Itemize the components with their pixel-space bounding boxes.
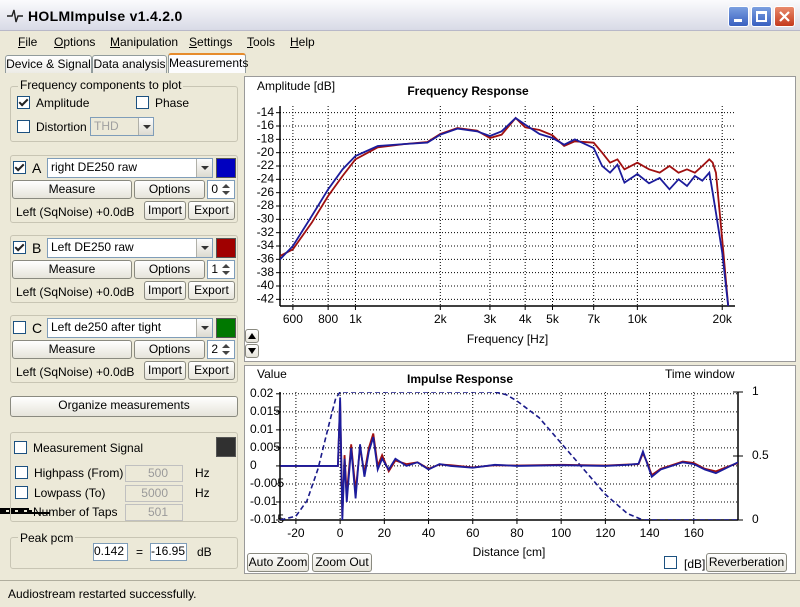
checkbox[interactable]: [664, 556, 677, 569]
measurement-panel: [10, 235, 238, 303]
close-icon: [779, 11, 790, 22]
import-button[interactable]: Import: [144, 361, 186, 380]
unit-label: Hz: [195, 486, 210, 500]
line-sample: [0, 512, 50, 514]
menu-item[interactable]: Options: [54, 35, 96, 49]
checkbox-label: Amplitude: [36, 96, 90, 110]
measurement-panel: [10, 315, 238, 383]
checkbox[interactable]: [17, 120, 30, 133]
import-button[interactable]: Import: [144, 281, 186, 300]
color-swatch[interactable]: [216, 158, 236, 178]
group-title: Peak pcm: [18, 531, 76, 545]
options-button[interactable]: Options: [134, 260, 205, 279]
frequency-panel: [244, 76, 796, 362]
checkbox[interactable]: [14, 441, 27, 454]
zoom-out-button[interactable]: Zoom Out: [312, 553, 372, 572]
checkbox-label: Distortion: [36, 120, 87, 134]
organize-button[interactable]: Organize measurements: [10, 396, 238, 417]
measure-button[interactable]: Measure: [12, 180, 132, 199]
measurement-panel: [10, 155, 238, 223]
app-icon: [7, 9, 23, 23]
field-label: Number of Taps: [33, 505, 118, 519]
value-field: 500: [125, 465, 183, 482]
checkbox-label: Phase: [155, 96, 190, 110]
peak-db: -16.95: [150, 543, 187, 561]
checkbox-label: Highpass (From): [34, 466, 124, 480]
measurement-combo[interactable]: Left de250 after tight: [47, 318, 213, 338]
scroll-down-button[interactable]: [245, 344, 259, 358]
checkbox[interactable]: [13, 321, 26, 334]
checkbox-label: Lowpass (To): [34, 486, 106, 500]
checkbox[interactable]: [15, 466, 28, 479]
menu-item[interactable]: Manipulation: [110, 35, 179, 49]
import-button[interactable]: Import: [144, 201, 186, 220]
window-title: HOLMImpulse v1.4.2.0: [28, 8, 183, 24]
measurement-info: Left (SqNoise) +0.0dB: [16, 365, 135, 379]
maximize-button[interactable]: [751, 6, 772, 27]
tab[interactable]: Device & Signal: [5, 55, 92, 73]
status-text: Audiostream restarted successfully.: [8, 587, 197, 601]
status-bar: [0, 580, 800, 607]
index-spin[interactable]: 1: [207, 260, 235, 279]
menu-item[interactable]: File: [18, 35, 38, 49]
menu-item[interactable]: Settings: [189, 35, 233, 49]
tab[interactable]: Data analysis: [92, 55, 167, 73]
peak-panel: [10, 537, 238, 569]
index-spin[interactable]: 2: [207, 340, 235, 359]
measurement-info: Left (SqNoise) +0.0dB: [16, 205, 135, 219]
index-spin[interactable]: 0: [207, 180, 235, 199]
export-button[interactable]: Export: [188, 201, 235, 220]
unit-label: Hz: [195, 466, 210, 480]
combo-arrow: [138, 118, 153, 135]
minimize-button[interactable]: [728, 6, 749, 27]
measurement-letter: A: [32, 160, 42, 176]
checkbox[interactable]: [13, 241, 26, 254]
value-field: 501: [125, 504, 183, 521]
menu-item[interactable]: Tools: [247, 35, 276, 49]
signal-panel: [10, 432, 238, 522]
tab[interactable]: Measurements: [168, 53, 248, 73]
value-field: 5000: [125, 485, 183, 502]
checkbox-label: Measurement Signal: [33, 441, 144, 455]
title-bar: [0, 0, 800, 31]
measurement-info: Left (SqNoise) +0.0dB: [16, 285, 135, 299]
color-swatch[interactable]: [216, 437, 236, 457]
menu-item[interactable]: Help: [290, 35, 315, 49]
options-button[interactable]: Options: [134, 180, 205, 199]
peak-value: 0.142: [93, 543, 128, 561]
color-swatch[interactable]: [216, 318, 236, 338]
checkbox[interactable]: [15, 486, 28, 499]
checkbox[interactable]: [17, 96, 30, 109]
scroll-up-button[interactable]: [245, 329, 259, 343]
measure-button[interactable]: Measure: [12, 340, 132, 359]
impulse-panel: [244, 365, 796, 574]
line-sample: [0, 508, 29, 510]
color-swatch[interactable]: [216, 238, 236, 258]
measurement-combo[interactable]: Left DE250 raw: [47, 238, 213, 258]
options-button[interactable]: Options: [134, 340, 205, 359]
checkbox-label: [dB]: [684, 557, 706, 571]
combo-arrow: [196, 319, 212, 337]
combo-arrow: [196, 239, 212, 257]
measurement-letter: C: [32, 320, 43, 336]
measurement-combo[interactable]: right DE250 raw: [47, 158, 213, 178]
unit-label: dB: [197, 545, 212, 559]
group-title: Frequency components to plot: [18, 78, 184, 92]
measurement-letter: B: [32, 240, 42, 256]
export-button[interactable]: Export: [188, 281, 235, 300]
dash-sample: [0, 510, 32, 512]
measure-button[interactable]: Measure: [12, 260, 132, 279]
checkbox[interactable]: [136, 96, 149, 109]
equals-sign: =: [136, 545, 144, 559]
export-button[interactable]: Export: [188, 361, 235, 380]
reverberation-button[interactable]: Reverberation: [706, 553, 787, 572]
close-button[interactable]: [774, 6, 795, 27]
checkbox[interactable]: [13, 161, 26, 174]
auto-zoom-button[interactable]: Auto Zoom: [247, 553, 309, 572]
combo-arrow: [196, 159, 212, 177]
